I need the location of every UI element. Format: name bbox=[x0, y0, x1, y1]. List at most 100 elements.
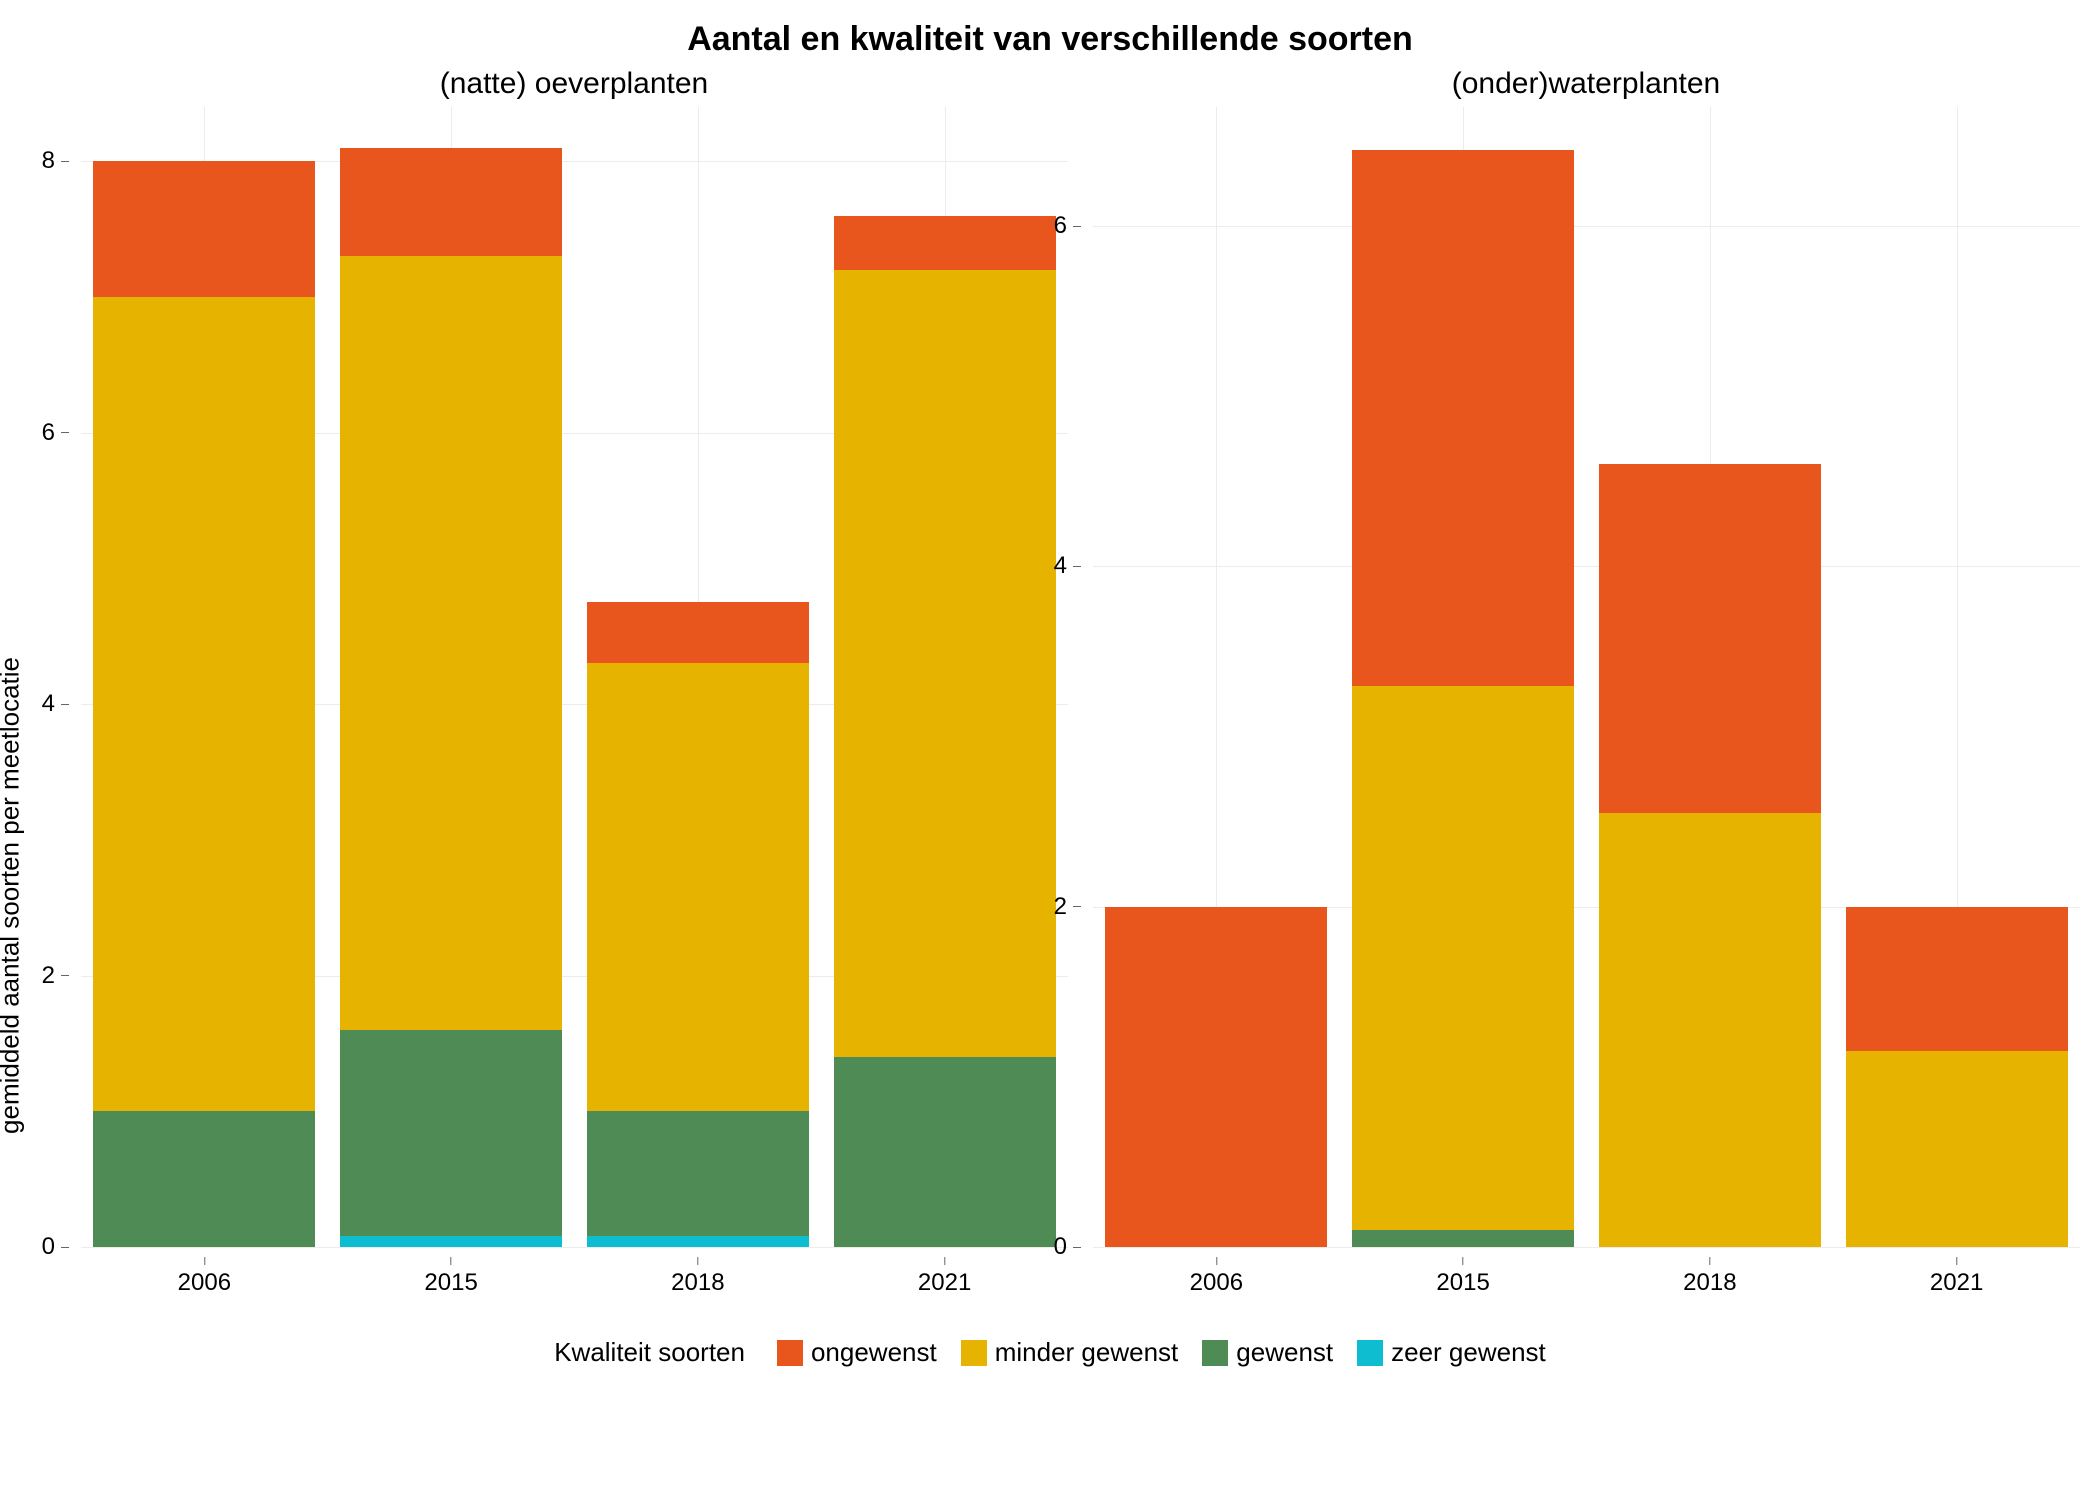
main-title: Aantal en kwaliteit van verschillende so… bbox=[20, 20, 2080, 59]
x-tick-label: 2021 bbox=[918, 1269, 971, 1297]
tick-mark bbox=[61, 975, 69, 976]
tick-mark bbox=[61, 704, 69, 705]
bar-segment-gewenst bbox=[834, 1057, 1056, 1247]
legend-item: minder gewenst bbox=[961, 1337, 1179, 1368]
x-tick-label: 2015 bbox=[424, 1269, 477, 1297]
tick-mark bbox=[1073, 1247, 1081, 1248]
bar-segment-minder-gewenst bbox=[1352, 686, 1574, 1230]
bar-segment-ongewenst bbox=[1599, 464, 1821, 813]
x-tick: 2018 bbox=[1683, 1257, 1736, 1297]
bar-segment-minder-gewenst bbox=[93, 297, 315, 1111]
x-tick: 2006 bbox=[178, 1257, 231, 1297]
tick-mark bbox=[1463, 1257, 1464, 1265]
legend-label: gewenst bbox=[1236, 1337, 1333, 1368]
y-tick: 2 bbox=[42, 962, 69, 990]
tick-mark bbox=[61, 1247, 69, 1248]
bar-segment-zeer-gewenst bbox=[587, 1236, 809, 1247]
y-tick-label: 2 bbox=[42, 962, 55, 990]
legend-swatch bbox=[961, 1340, 987, 1366]
panel: (onder)waterplanten 02462006201520182021 bbox=[1092, 67, 2080, 1247]
x-tick: 2015 bbox=[424, 1257, 477, 1297]
legend-label: minder gewenst bbox=[995, 1337, 1179, 1368]
grid-line bbox=[81, 1247, 1068, 1248]
x-tick-label: 2006 bbox=[178, 1269, 231, 1297]
x-tick-label: 2006 bbox=[1190, 1269, 1243, 1297]
bar bbox=[1599, 464, 1821, 1247]
legend-swatch bbox=[1202, 1340, 1228, 1366]
tick-mark bbox=[61, 432, 69, 433]
bar bbox=[93, 161, 315, 1247]
x-tick: 2006 bbox=[1190, 1257, 1243, 1297]
bars bbox=[1093, 107, 2080, 1247]
legend-title: Kwaliteit soorten bbox=[554, 1337, 745, 1368]
y-tick-label: 6 bbox=[1054, 212, 1067, 240]
legend-swatch bbox=[777, 1340, 803, 1366]
y-tick: 6 bbox=[42, 419, 69, 447]
x-tick-label: 2021 bbox=[1930, 1269, 1983, 1297]
bar-segment-gewenst bbox=[93, 1111, 315, 1247]
y-tick: 6 bbox=[1054, 212, 1081, 240]
bar bbox=[834, 216, 1056, 1247]
y-tick-label: 6 bbox=[42, 419, 55, 447]
plot-area: 02462006201520182021 bbox=[1092, 107, 2080, 1247]
y-tick: 8 bbox=[42, 147, 69, 175]
bar bbox=[587, 602, 809, 1247]
figure: Aantal en kwaliteit van verschillende so… bbox=[20, 20, 2080, 1480]
bar-segment-minder-gewenst bbox=[834, 270, 1056, 1057]
bar-segment-minder-gewenst bbox=[1846, 1051, 2068, 1247]
y-tick: 4 bbox=[1054, 552, 1081, 580]
bar bbox=[340, 148, 562, 1247]
legend-item: gewenst bbox=[1202, 1337, 1333, 1368]
x-tick: 2021 bbox=[1930, 1257, 1983, 1297]
x-tick-label: 2018 bbox=[671, 1269, 724, 1297]
panel-title: (natte) oeverplanten bbox=[80, 67, 1068, 101]
bar-segment-gewenst bbox=[340, 1030, 562, 1236]
bar bbox=[1352, 150, 1574, 1247]
y-tick: 2 bbox=[1054, 893, 1081, 921]
bar bbox=[1105, 907, 1327, 1247]
y-tick-label: 4 bbox=[42, 690, 55, 718]
bar-segment-minder-gewenst bbox=[587, 663, 809, 1111]
legend-item: ongewenst bbox=[777, 1337, 937, 1368]
tick-mark bbox=[1709, 1257, 1710, 1265]
legend: Kwaliteit soorten ongewenst minder gewens… bbox=[20, 1337, 2080, 1368]
tick-mark bbox=[451, 1257, 452, 1265]
panel: (natte) oeverplanten02468200620152018202… bbox=[80, 67, 1068, 1247]
tick-mark bbox=[1073, 566, 1081, 567]
x-tick: 2021 bbox=[918, 1257, 971, 1297]
y-tick-label: 0 bbox=[42, 1233, 55, 1261]
bar-segment-minder-gewenst bbox=[1599, 813, 1821, 1247]
y-tick-label: 8 bbox=[42, 147, 55, 175]
tick-mark bbox=[1073, 906, 1081, 907]
legend-label: zeer gewenst bbox=[1391, 1337, 1546, 1368]
tick-mark bbox=[61, 161, 69, 162]
y-tick-label: 2 bbox=[1054, 893, 1067, 921]
panel-title: (onder)waterplanten bbox=[1092, 67, 2080, 101]
x-tick: 2015 bbox=[1436, 1257, 1489, 1297]
tick-mark bbox=[944, 1257, 945, 1265]
bar-segment-ongewenst bbox=[834, 216, 1056, 270]
bar-segment-ongewenst bbox=[587, 602, 809, 663]
bars bbox=[81, 107, 1068, 1247]
bar-segment-ongewenst bbox=[1352, 150, 1574, 686]
grid-line bbox=[1093, 1247, 2080, 1248]
x-tick-label: 2018 bbox=[1683, 1269, 1736, 1297]
legend-swatch bbox=[1357, 1340, 1383, 1366]
x-tick-label: 2015 bbox=[1436, 1269, 1489, 1297]
y-tick: 0 bbox=[42, 1233, 69, 1261]
bar-segment-gewenst bbox=[587, 1111, 809, 1236]
bar-segment-ongewenst bbox=[93, 161, 315, 297]
panels-container: (natte) oeverplanten02468200620152018202… bbox=[20, 67, 2080, 1247]
y-tick: 4 bbox=[42, 690, 69, 718]
legend-item: zeer gewenst bbox=[1357, 1337, 1546, 1368]
tick-mark bbox=[1073, 226, 1081, 227]
bar-segment-ongewenst bbox=[1846, 907, 2068, 1052]
y-tick-label: 4 bbox=[1054, 552, 1067, 580]
bar-segment-zeer-gewenst bbox=[340, 1236, 562, 1247]
y-tick: 0 bbox=[1054, 1233, 1081, 1261]
tick-mark bbox=[204, 1257, 205, 1265]
legend-label: ongewenst bbox=[811, 1337, 937, 1368]
tick-mark bbox=[697, 1257, 698, 1265]
y-axis-label: gemiddeld aantal soorten per meetlocatie bbox=[0, 657, 26, 1134]
x-tick: 2018 bbox=[671, 1257, 724, 1297]
